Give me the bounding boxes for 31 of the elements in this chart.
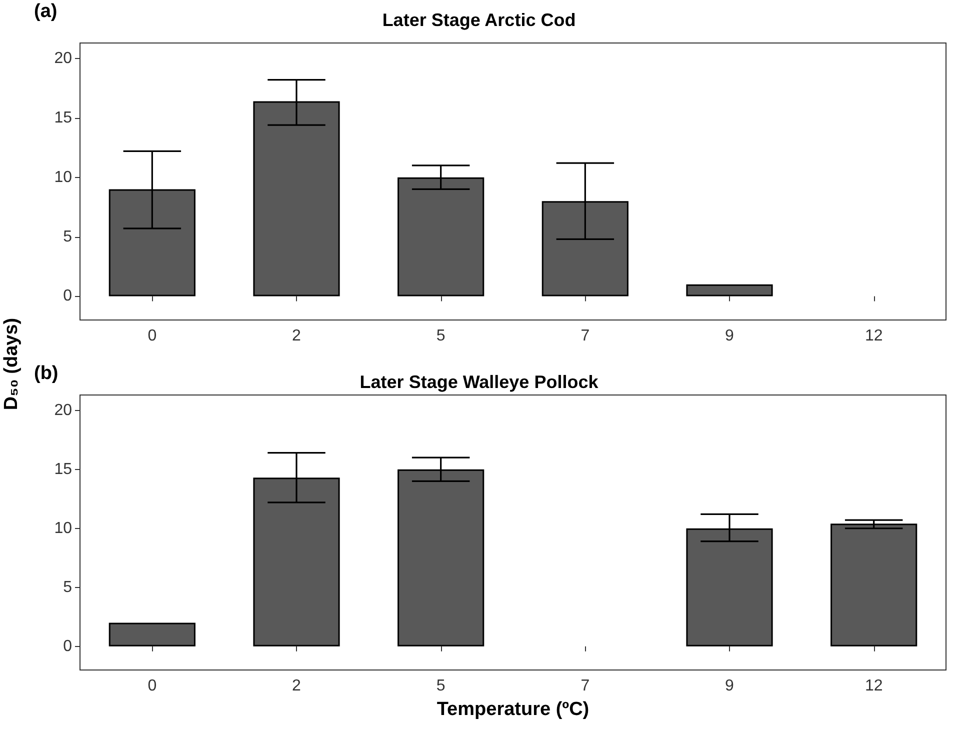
bar — [108, 622, 196, 646]
x-tick-label: 2 — [292, 328, 302, 344]
bar — [686, 284, 773, 296]
chart-title: Later Stage Arctic Cod — [382, 10, 576, 30]
y-tick-label: 20 — [54, 402, 72, 419]
x-tick-label: 5 — [436, 678, 446, 694]
y-tick-label: 10 — [54, 168, 72, 186]
text: (b) — [34, 363, 58, 384]
x-tick-label: 12 — [864, 678, 883, 694]
x-tick-label: 7 — [580, 328, 590, 344]
y-tick-label: 15 — [54, 109, 72, 126]
x-tick-label: 5 — [436, 328, 446, 344]
x-tick-label: 7 — [580, 678, 590, 694]
y-tick-label: 5 — [63, 228, 72, 246]
x-tick-label: 0 — [148, 328, 157, 344]
bar — [830, 524, 918, 646]
x-tick-label: 12 — [864, 328, 883, 344]
x-axis-title: Temperature (ºC) — [436, 699, 590, 720]
x-tick-label: 9 — [725, 678, 734, 694]
y-tick-label: 15 — [54, 460, 72, 478]
x-tick-label: 0 — [148, 678, 157, 694]
y-tick-label: 10 — [54, 520, 72, 537]
y-tick-label: 20 — [54, 50, 72, 67]
x-tick-label: 2 — [292, 678, 302, 694]
y-tick-label: 0 — [63, 638, 72, 655]
text: (a) — [34, 1, 58, 22]
chart-title: Later Stage Walleye Pollock — [360, 372, 600, 392]
x-tick-label: 9 — [725, 328, 734, 344]
y-axis-title: D₅₀ (days) — [1, 318, 23, 410]
y-tick-label: 0 — [63, 288, 72, 305]
y-tick-label: 5 — [63, 578, 72, 596]
